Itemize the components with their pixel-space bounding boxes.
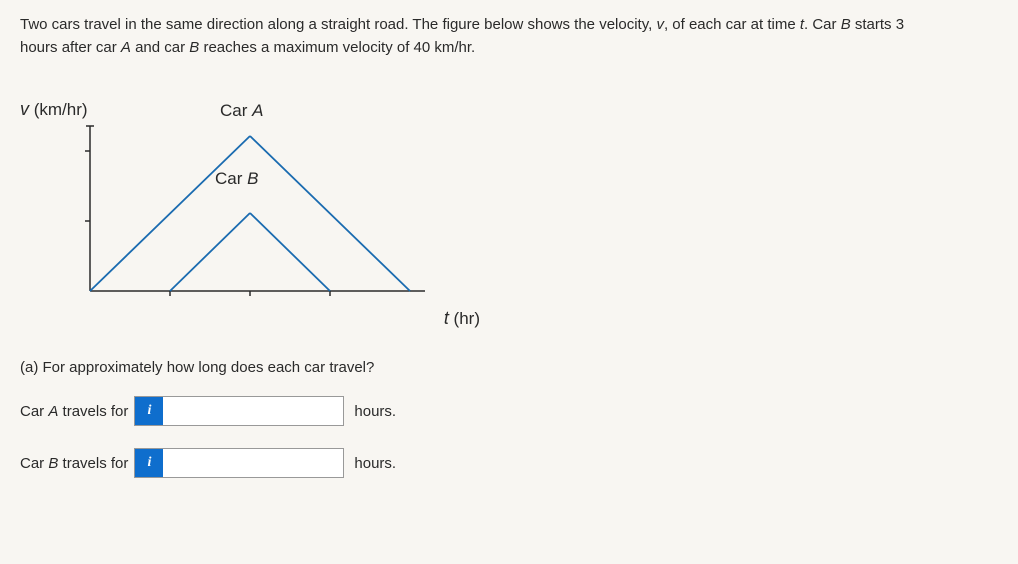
hours-label: hours. [354, 455, 396, 472]
info-icon[interactable]: i [135, 449, 163, 477]
answer-row-car-a: Car A travels for i hours. [20, 396, 998, 426]
problem-statement: Two cars travel in the same direction al… [20, 14, 998, 59]
input-group-a: i [134, 396, 344, 426]
input-group-b: i [134, 448, 344, 478]
velocity-chart: v (km/hr) Car A Car B t (hr) [20, 99, 500, 329]
car-a-hours-input[interactable] [163, 397, 343, 425]
chart-svg [80, 121, 440, 311]
car-a-travels-label: Car A travels for [20, 403, 128, 420]
info-icon[interactable]: i [135, 397, 163, 425]
x-axis-label: t (hr) [444, 308, 480, 329]
y-axis-label: v (km/hr) [20, 99, 88, 120]
answer-row-car-b: Car B travels for i hours. [20, 448, 998, 478]
car-b-hours-input[interactable] [163, 449, 343, 477]
hours-label: hours. [354, 403, 396, 420]
question-a: (a) For approximately how long does each… [20, 359, 998, 376]
car-a-label: Car A [220, 101, 263, 121]
car-b-travels-label: Car B travels for [20, 455, 128, 472]
